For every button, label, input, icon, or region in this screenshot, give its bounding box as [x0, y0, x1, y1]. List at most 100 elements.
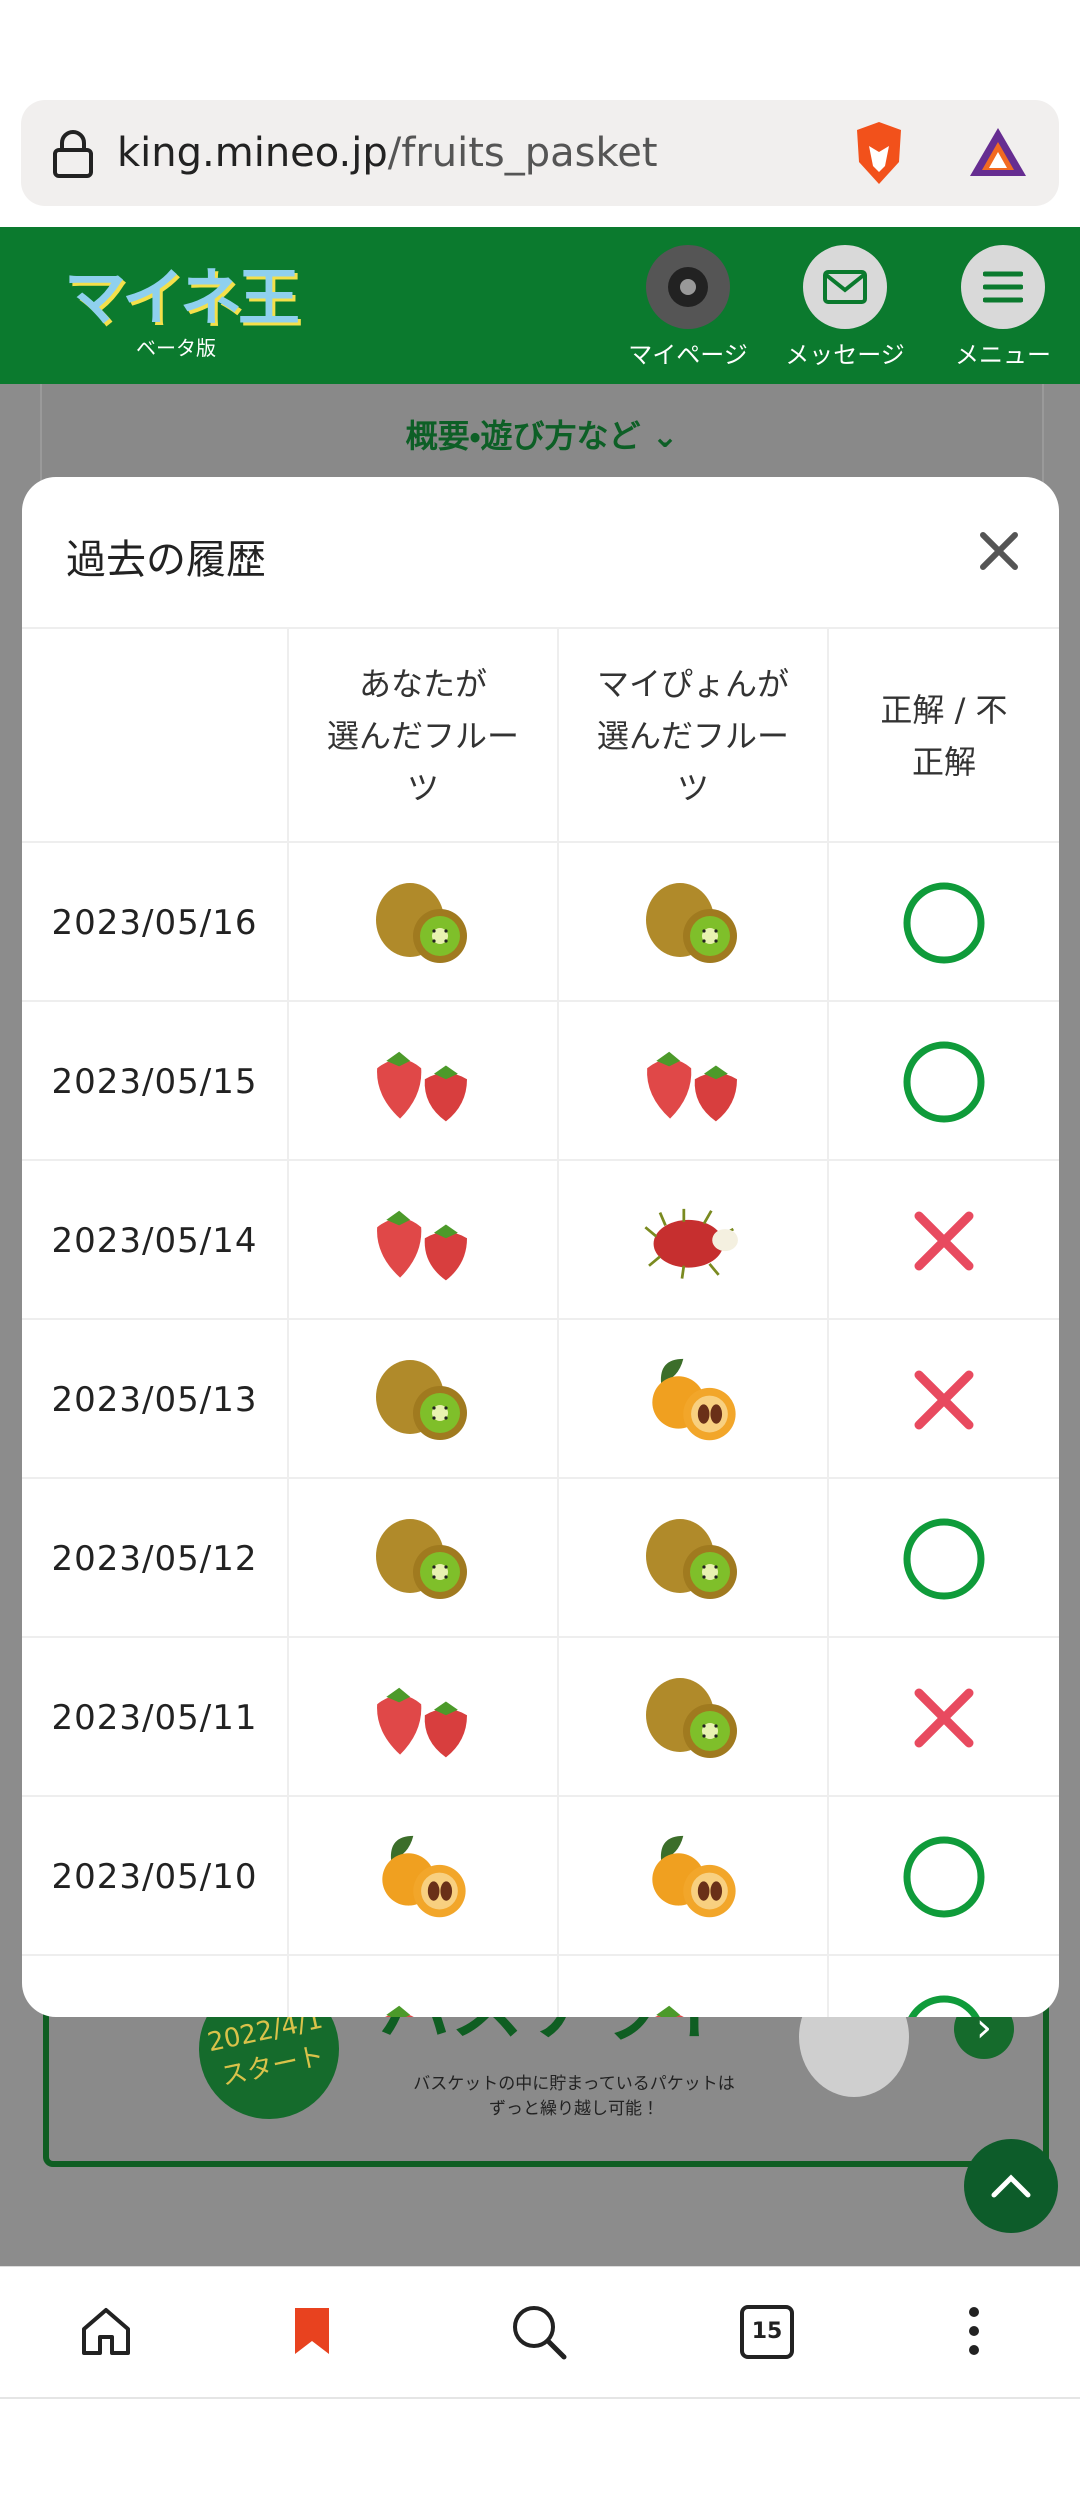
fruit-icon	[368, 1195, 478, 1287]
result-cell	[827, 1797, 1059, 1956]
lock-icon	[53, 130, 93, 178]
fruit-icon	[368, 1354, 478, 1446]
fruit-cell	[287, 1479, 557, 1638]
fruit-cell	[287, 1002, 557, 1161]
date-cell: 2023/05/14	[51, 1220, 258, 1261]
date-cell: 2023/05/11	[51, 1697, 258, 1738]
fruit-cell	[557, 1161, 827, 1320]
brave-icon[interactable]	[849, 118, 909, 188]
fruit-icon	[368, 877, 478, 969]
correct-mark	[899, 1037, 989, 1127]
fruit-cell	[557, 843, 827, 1002]
date-cell: 2023/05/12	[51, 1538, 258, 1579]
correct-mark	[899, 878, 989, 968]
scroll-top-button[interactable]	[964, 2139, 1058, 2233]
table-row: 2023/05/14	[22, 1159, 1059, 1320]
overview-text: 概要・遊び方など	[405, 417, 641, 455]
table-row: 2023/05/10	[22, 1795, 1059, 1956]
fruit-cell	[557, 1956, 827, 2017]
result-cell	[827, 1956, 1059, 2017]
fruit-cell	[287, 1956, 557, 2017]
result-cell	[827, 1320, 1059, 1479]
nav-menu[interactable]: メニュー	[938, 227, 1068, 370]
bookmark-button[interactable]	[292, 2305, 332, 2357]
url-path: /fruits_pasket	[387, 130, 658, 176]
header-cell: あなたが 選んだフルーツ	[326, 665, 519, 807]
result-cell	[827, 1002, 1059, 1161]
date-cell: 2023/05/10	[51, 1856, 258, 1897]
result-cell	[827, 1479, 1059, 1638]
fruit-cell	[287, 1320, 557, 1479]
tabs-button[interactable]: 15	[740, 2305, 794, 2359]
fruit-icon	[638, 1195, 748, 1287]
fruit-cell	[557, 1479, 827, 1638]
date-cell	[22, 1956, 287, 2017]
nav-message[interactable]: メッセージ	[780, 227, 910, 370]
rewards-icon[interactable]	[966, 122, 1030, 182]
fruit-cell	[287, 1797, 557, 1956]
url: king.mineo.jp/fruits_pasket	[117, 100, 658, 206]
fruit-icon	[368, 1036, 478, 1128]
nav-label: メッセージ	[785, 341, 905, 369]
fruit-icon	[638, 1990, 748, 2018]
close-button[interactable]	[977, 529, 1021, 573]
correct-mark	[899, 1514, 989, 1604]
tab-count: 15	[751, 2319, 783, 2344]
logo[interactable]: マイネ王	[64, 261, 300, 334]
fruit-icon	[368, 1672, 478, 1764]
fruit-icon	[638, 1513, 748, 1605]
date-cell: 2023/05/15	[51, 1061, 258, 1102]
fruit-cell	[287, 1161, 557, 1320]
fruit-icon	[638, 1672, 748, 1764]
fruit-icon	[638, 1831, 748, 1923]
fruit-icon	[368, 1831, 478, 1923]
logo-sub: ベータ版	[136, 336, 216, 360]
bottom-toolbar: 15	[0, 2266, 1080, 2399]
date-cell: 2023/05/13	[51, 1379, 258, 1420]
table-row: 2023/05/12	[22, 1477, 1059, 1638]
table-row: 2023/05/16	[22, 841, 1059, 1002]
fruit-cell	[557, 1797, 827, 1956]
table-header: あなたが 選んだフルーツ マイぴょんが 選んだフルーツ 正解 / 不正解	[22, 627, 1059, 843]
modal-title: 過去の履歴	[66, 537, 266, 583]
fruit-icon	[638, 877, 748, 969]
incorrect-mark	[899, 1355, 989, 1445]
table-row: 2023/05/15	[22, 1000, 1059, 1161]
table-row	[22, 1954, 1059, 2017]
address-bar[interactable]: king.mineo.jp/fruits_pasket	[21, 100, 1059, 206]
fruit-icon	[638, 1036, 748, 1128]
correct-mark	[899, 1832, 989, 1922]
header-cell: 正解 / 不正解	[880, 691, 1008, 781]
correct-mark	[899, 1991, 989, 2018]
table-row: 2023/05/11	[22, 1636, 1059, 1797]
incorrect-mark	[899, 1196, 989, 1286]
nav-mypage[interactable]: マイページ	[623, 227, 753, 370]
fruit-cell	[557, 1638, 827, 1797]
url-host: king.mineo.jp	[117, 130, 388, 176]
nav-label: マイページ	[628, 341, 748, 369]
result-cell	[827, 843, 1059, 1002]
fruit-cell	[287, 1638, 557, 1797]
incorrect-mark	[899, 1673, 989, 1763]
fruit-cell	[557, 1002, 827, 1161]
fruit-cell	[287, 843, 557, 1002]
home-button[interactable]	[80, 2305, 132, 2357]
fruit-icon	[368, 1990, 478, 2018]
fruit-cell	[557, 1320, 827, 1479]
date-cell: 2023/05/16	[51, 902, 258, 943]
banner-note: バスケットの中に貯まっているパケットは ずっと繰り越し可能！	[413, 2074, 735, 2119]
header-cell: マイぴょんが 選んだフルーツ	[596, 665, 789, 807]
table-row: 2023/05/13	[22, 1318, 1059, 1479]
fruit-icon	[638, 1354, 748, 1446]
result-cell	[827, 1161, 1059, 1320]
history-modal: 過去の履歴 あなたが 選んだフルーツ マイぴょんが 選んだフルーツ 正解 / 不…	[22, 477, 1059, 2017]
overview-link[interactable]: 概要・遊び方など ⌄	[40, 384, 1044, 486]
site-header: マイネ王 ベータ版 マイページ メッセージ メニュー	[0, 227, 1080, 384]
more-button[interactable]	[962, 2305, 986, 2357]
result-cell	[827, 1638, 1059, 1797]
fruit-icon	[368, 1513, 478, 1605]
nav-label: メニュー	[955, 341, 1051, 369]
search-button[interactable]	[510, 2303, 568, 2361]
